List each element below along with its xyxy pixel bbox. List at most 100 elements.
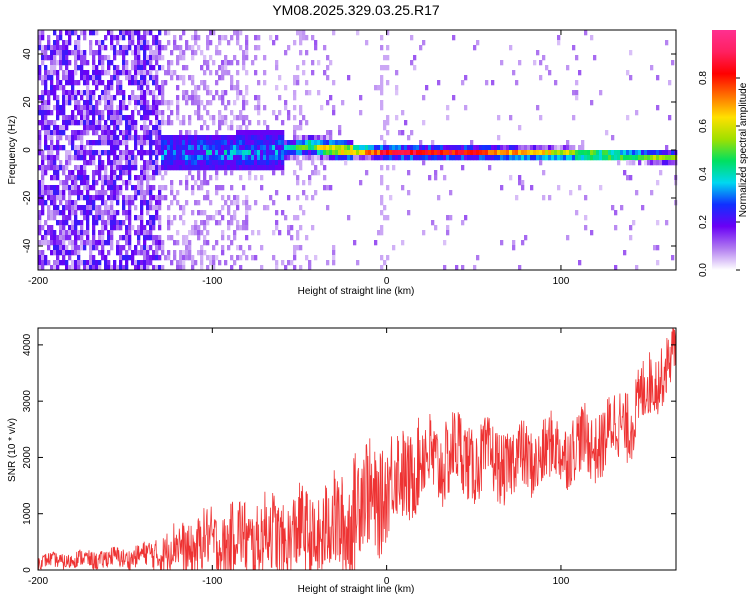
heatmap-cell <box>245 70 249 76</box>
heatmap-cell <box>152 100 156 106</box>
heatmap-cell <box>224 165 228 171</box>
heatmap-cell <box>629 150 633 156</box>
heatmap-cell <box>122 35 126 41</box>
heatmap-cell <box>548 195 552 201</box>
heatmap-cell <box>128 255 132 261</box>
heatmap-cell <box>179 265 183 271</box>
heatmap-cell <box>233 215 237 221</box>
heatmap-cell <box>143 100 147 106</box>
heatmap-cell <box>443 155 447 161</box>
heatmap-cell <box>128 240 132 246</box>
heatmap-cell <box>209 30 213 36</box>
heatmap-cell <box>128 95 132 101</box>
heatmap-cell <box>56 175 60 181</box>
heatmap-cell <box>164 70 168 76</box>
heatmap-cell <box>212 215 216 221</box>
heatmap-cell <box>185 185 189 191</box>
heatmap-cell <box>167 160 171 166</box>
heatmap-cell <box>269 165 273 171</box>
heatmap-cell <box>116 225 120 231</box>
heatmap-cell <box>98 190 102 196</box>
heatmap-cell <box>422 150 426 156</box>
heatmap-cell <box>92 125 96 131</box>
heatmap-y-tick-label: -40 <box>22 238 33 253</box>
heatmap-cell <box>305 235 309 241</box>
heatmap-cell <box>470 145 474 151</box>
heatmap-cell <box>515 195 519 201</box>
heatmap-cell <box>200 255 204 261</box>
heatmap-cell <box>65 75 69 81</box>
heatmap-cell <box>584 225 588 231</box>
colorbar: 0.00.20.40.60.8 Normalized spectral ampl… <box>698 30 749 277</box>
heatmap-cell <box>221 230 225 236</box>
heatmap-cell <box>56 100 60 106</box>
heatmap-cell <box>128 220 132 226</box>
heatmap-cell <box>92 140 96 146</box>
heatmap-cell <box>242 145 246 151</box>
heatmap-cell <box>44 55 48 61</box>
heatmap-cell <box>323 150 327 156</box>
heatmap-cell <box>335 150 339 156</box>
heatmap-cell <box>260 140 264 146</box>
heatmap-cell <box>152 205 156 211</box>
heatmap-cell <box>38 140 42 146</box>
heatmap-cell <box>620 150 624 156</box>
heatmap-cell <box>326 135 330 141</box>
heatmap-cell <box>506 155 510 161</box>
heatmap-cell <box>89 120 93 126</box>
heatmap-cell <box>587 150 591 156</box>
heatmap-cell <box>122 95 126 101</box>
heatmap-cell <box>209 145 213 151</box>
heatmap-cell <box>638 150 642 156</box>
heatmap-cell <box>212 160 216 166</box>
heatmap-cell <box>95 85 99 91</box>
heatmap-y-tick-label: -20 <box>22 190 33 205</box>
heatmap-cell <box>95 120 99 126</box>
heatmap-cell <box>50 135 54 141</box>
heatmap-cell <box>101 110 105 116</box>
heatmap-cell <box>110 85 114 91</box>
heatmap-cell <box>104 85 108 91</box>
heatmap-cell <box>107 195 111 201</box>
heatmap-cell <box>200 125 204 131</box>
heatmap-cell <box>185 240 189 246</box>
heatmap-cell <box>146 135 150 141</box>
heatmap-cell <box>119 150 123 156</box>
heatmap-cell <box>539 60 543 66</box>
heatmap-cell <box>449 215 453 221</box>
heatmap-cell <box>302 190 306 196</box>
heatmap-cell <box>119 85 123 91</box>
heatmap-cell <box>203 135 207 141</box>
heatmap-cell <box>176 45 180 51</box>
heatmap-cell <box>344 155 348 161</box>
heatmap-cell <box>80 55 84 61</box>
heatmap-cell <box>260 130 264 136</box>
heatmap-cell <box>200 80 204 86</box>
heatmap-cell <box>200 100 204 106</box>
heatmap-cell <box>128 170 132 176</box>
heatmap-cell <box>128 165 132 171</box>
heatmap-cell <box>83 260 87 266</box>
heatmap-cell <box>83 230 87 236</box>
heatmap-cell <box>224 200 228 206</box>
heatmap-cell <box>359 155 363 161</box>
heatmap-cell <box>515 150 519 156</box>
heatmap-cell <box>47 155 51 161</box>
heatmap-cell <box>122 210 126 216</box>
heatmap-cell <box>179 55 183 61</box>
heatmap-cell <box>38 45 42 51</box>
heatmap-cell <box>59 210 63 216</box>
heatmap-cell <box>542 170 546 176</box>
heatmap-cell <box>146 115 150 121</box>
heatmap-cell <box>53 230 57 236</box>
heatmap-cell <box>239 115 243 121</box>
heatmap-cell <box>74 90 78 96</box>
heatmap-cell <box>257 45 261 51</box>
heatmap-cell <box>437 155 441 161</box>
heatmap-cell <box>65 165 69 171</box>
heatmap-cell <box>278 160 282 166</box>
heatmap-cell <box>152 240 156 246</box>
heatmap-cell <box>134 60 138 66</box>
heatmap-cell <box>131 195 135 201</box>
